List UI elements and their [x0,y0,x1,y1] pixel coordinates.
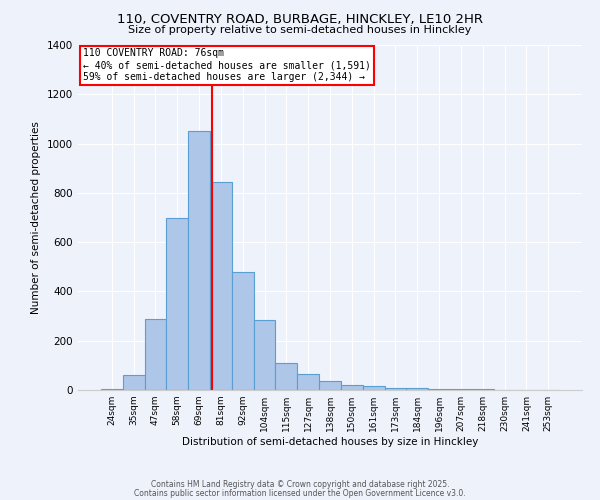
X-axis label: Distribution of semi-detached houses by size in Hinckley: Distribution of semi-detached houses by … [182,437,478,447]
Bar [166,218,188,390]
Text: 110, COVENTRY ROAD, BURBAGE, HINCKLEY, LE10 2HR: 110, COVENTRY ROAD, BURBAGE, HINCKLEY, L… [117,12,483,26]
Bar [145,318,166,390]
Text: 110 COVENTRY ROAD: 76sqm
← 40% of semi-detached houses are smaller (1,591)
59% o: 110 COVENTRY ROAD: 76sqm ← 40% of semi-d… [83,48,371,82]
Bar [275,363,297,390]
Bar [385,388,406,390]
Bar [210,182,232,390]
Bar [319,382,341,390]
Bar [254,320,275,390]
Bar [232,272,254,390]
Y-axis label: Number of semi-detached properties: Number of semi-detached properties [31,121,41,314]
Bar [188,131,210,390]
Bar [341,385,363,390]
Bar [406,388,428,390]
Bar [428,389,450,390]
Bar [363,386,385,390]
Text: Contains HM Land Registry data © Crown copyright and database right 2025.: Contains HM Land Registry data © Crown c… [151,480,449,489]
Bar [450,389,472,390]
Text: Size of property relative to semi-detached houses in Hinckley: Size of property relative to semi-detach… [128,25,472,35]
Bar [101,389,123,390]
Bar [123,375,145,390]
Text: Contains public sector information licensed under the Open Government Licence v3: Contains public sector information licen… [134,489,466,498]
Bar [297,374,319,390]
